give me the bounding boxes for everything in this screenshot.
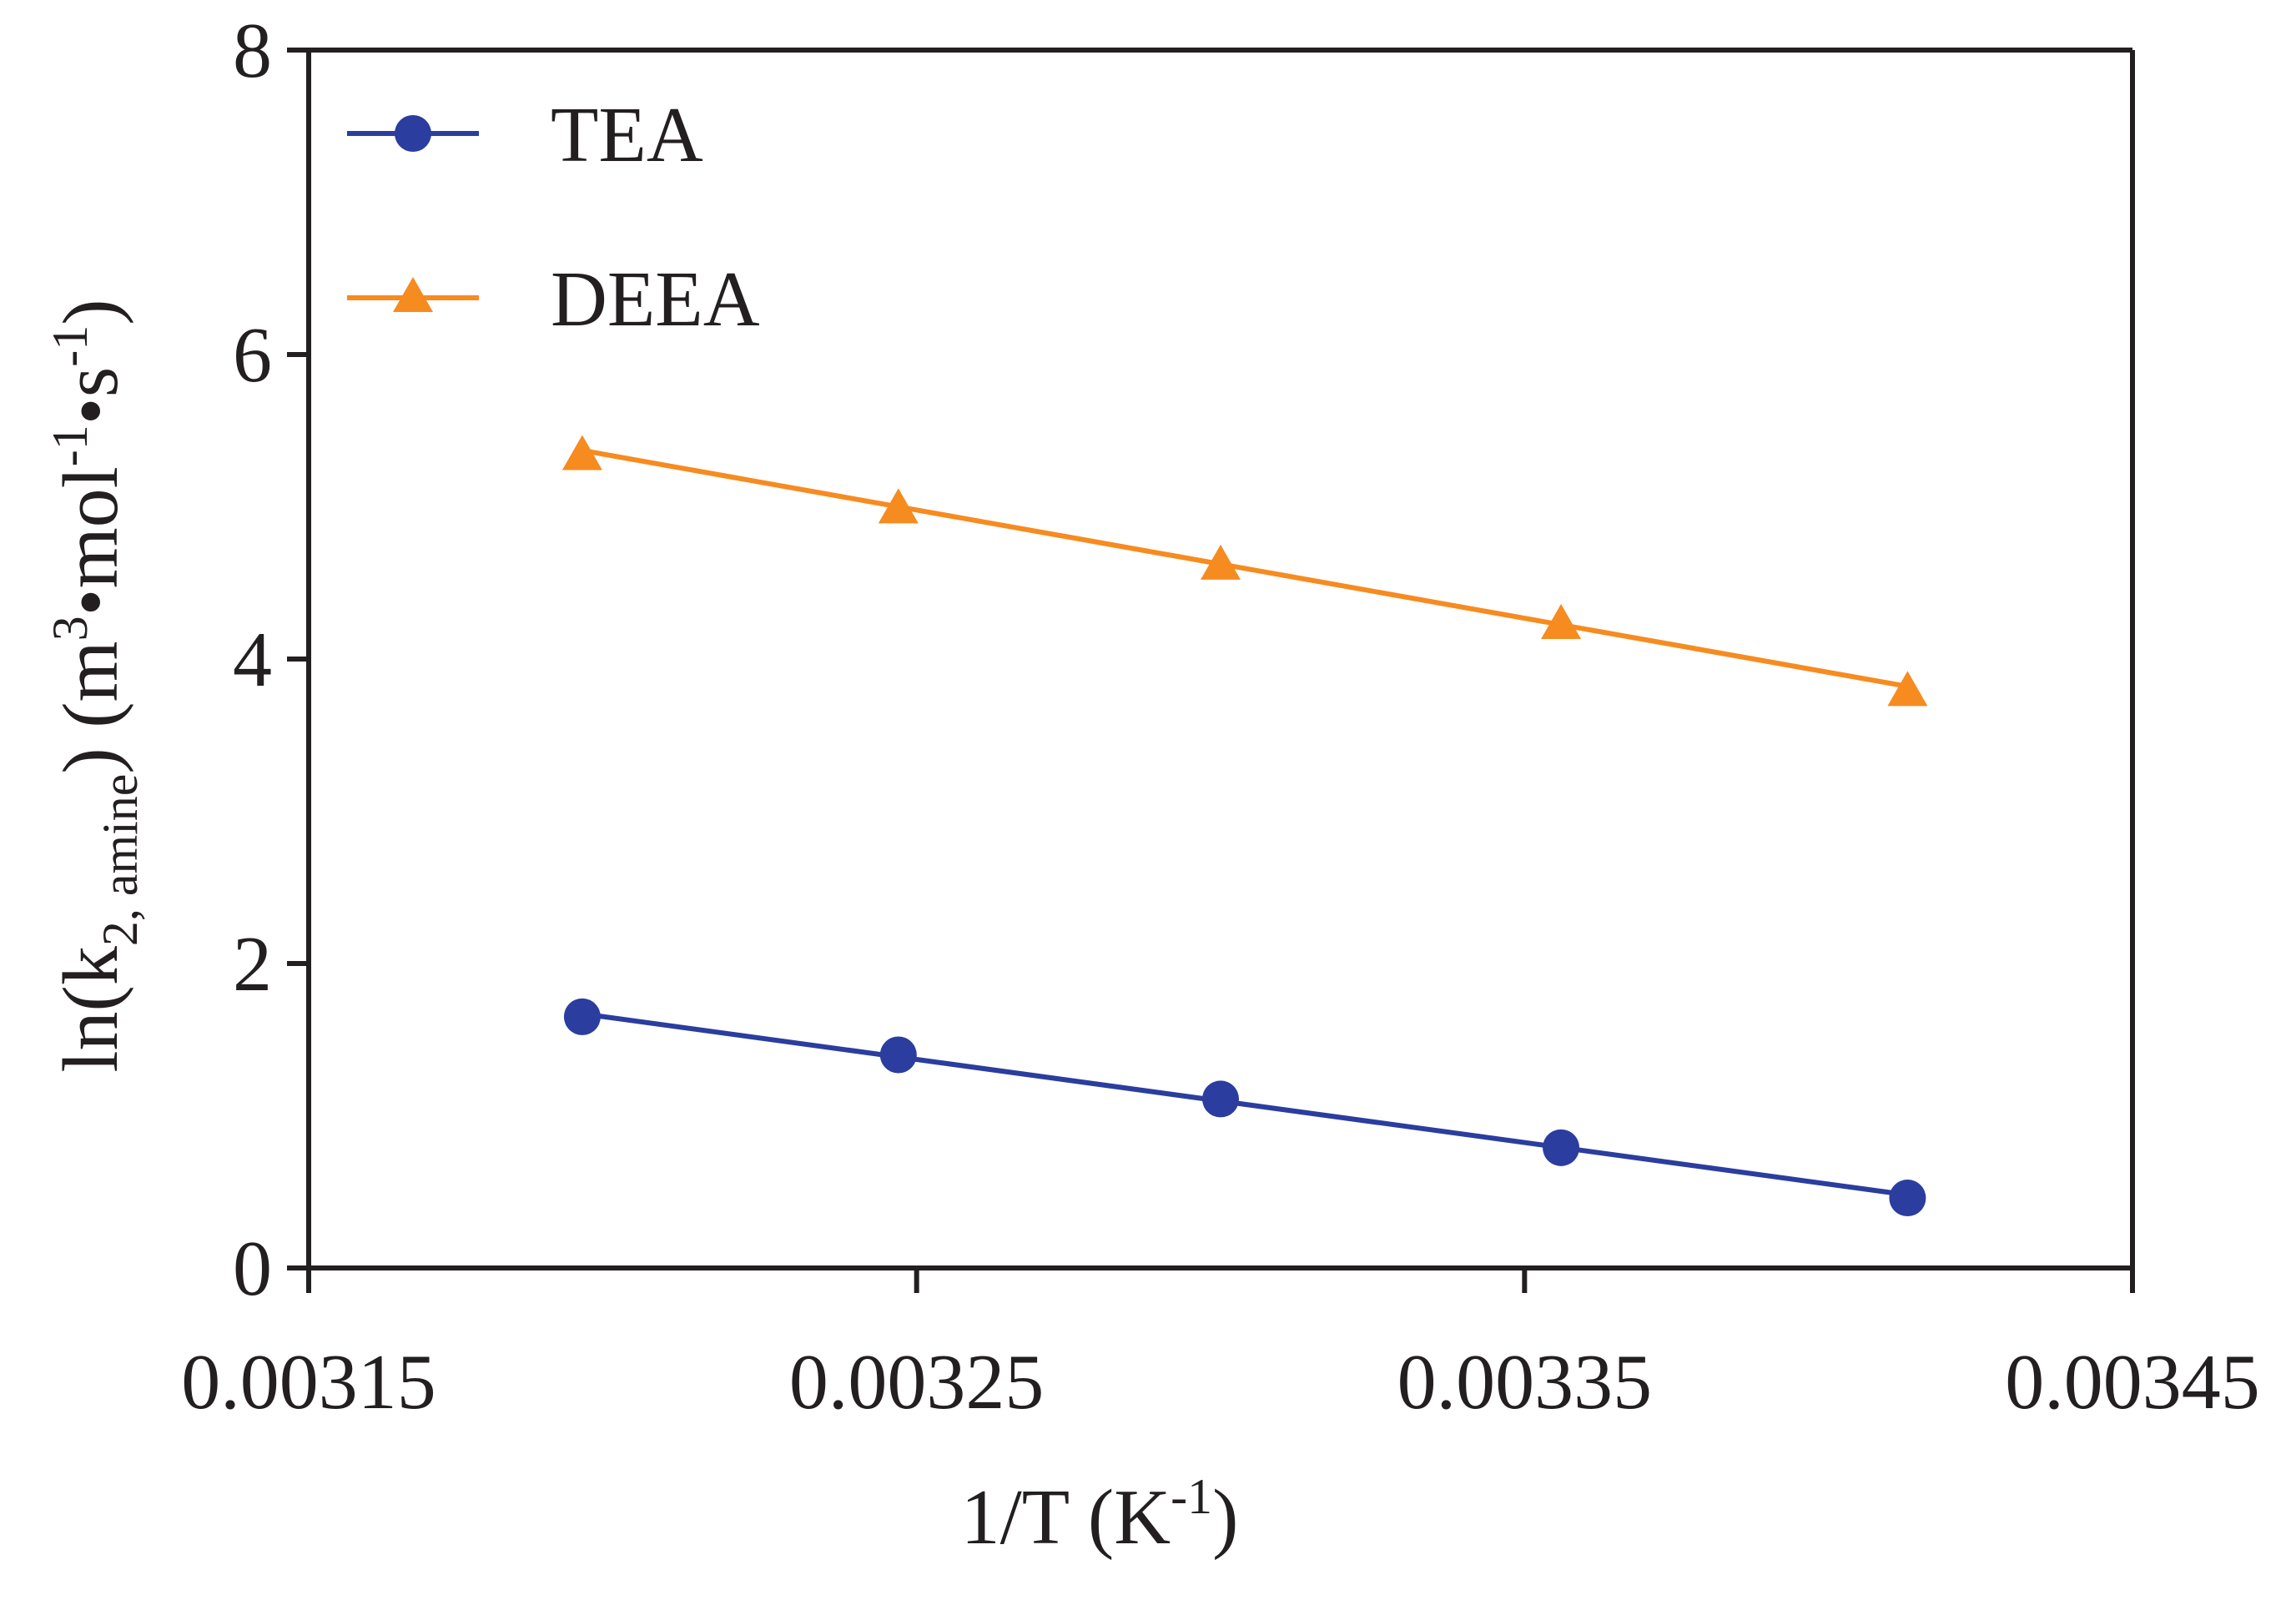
data-point-tea	[563, 998, 601, 1035]
fit-line-tea	[582, 1011, 1908, 1198]
legend-entry-tea: TEA	[347, 92, 703, 179]
data-point-tea	[1543, 1129, 1580, 1166]
y-tick-label: 2	[233, 921, 272, 1008]
legend-entry-deea: DEEA	[347, 256, 760, 343]
plot-area: 0 2 4 6 8 0.00315 0.00325 0.00335 0.00345	[181, 8, 2260, 1426]
legend: TEA DEEA	[347, 92, 760, 343]
data-point-deea	[878, 488, 919, 524]
x-tick-label: 0.00315	[181, 1339, 436, 1426]
legend-marker-tea	[395, 115, 431, 152]
legend-label-deea: DEEA	[551, 256, 760, 343]
legend-marker-deea	[393, 277, 433, 312]
fit-line-deea	[582, 448, 1908, 689]
x-axis-title: 1/T (K-1)	[961, 1469, 1239, 1561]
data-point-tea	[1889, 1180, 1926, 1217]
x-tick-label: 0.00345	[2005, 1339, 2260, 1426]
series-layer	[561, 435, 1928, 1217]
x-tick-label: 0.00335	[1397, 1339, 1653, 1426]
y-tick-label: 6	[233, 312, 272, 399]
y-tick-label: 0	[233, 1225, 272, 1312]
legend-label-tea: TEA	[551, 92, 703, 179]
data-point-deea	[1201, 544, 1241, 580]
data-point-tea	[1202, 1080, 1239, 1118]
y-tick-label: 4	[233, 616, 272, 703]
y-ticks: 0 2 4 6 8	[233, 8, 309, 1312]
series-tea	[563, 998, 1926, 1217]
y-axis-title: ln(k2, amine) (m3•mol-1•s-1)	[43, 299, 148, 1072]
series-deea	[561, 435, 1928, 707]
y-tick-label: 8	[233, 8, 272, 94]
data-point-deea	[561, 435, 602, 470]
x-tick-label: 0.00325	[789, 1339, 1045, 1426]
data-point-deea	[1541, 604, 1582, 640]
x-ticks: 0.00315 0.00325 0.00335 0.00345	[181, 1268, 2260, 1426]
data-point-tea	[879, 1036, 917, 1074]
data-point-deea	[1887, 671, 1928, 707]
